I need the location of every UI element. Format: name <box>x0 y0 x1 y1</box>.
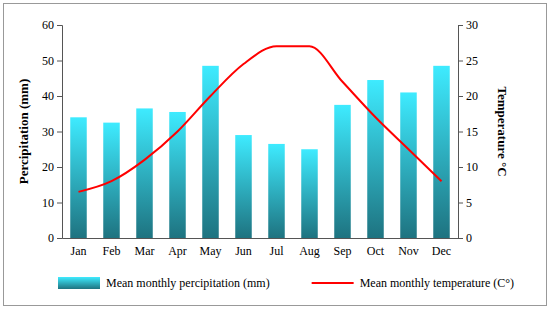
tick: 40 <box>42 89 62 103</box>
tick-label: Aug <box>299 244 320 258</box>
tick: Nov <box>398 238 419 258</box>
tick-label: Jul <box>269 244 284 258</box>
tick-label: 0 <box>48 231 54 245</box>
tick-label: Oct <box>367 244 385 258</box>
tick-label: 40 <box>42 89 54 103</box>
plot: 0 10 20 30 40 50 60 0 5 10 15 20 25 30 Jan Feb Mar Apr May… <box>42 18 478 257</box>
legend: Mean monthly percipitation (mm) Mean mont… <box>58 276 514 290</box>
tick: 20 <box>458 89 478 103</box>
tick-mark <box>57 96 62 97</box>
tick-label: Apr <box>168 244 187 258</box>
tick: 60 <box>42 18 62 32</box>
tick-label: Mar <box>135 244 155 258</box>
bar <box>70 117 87 238</box>
tick: 50 <box>42 54 62 68</box>
tick-label: Nov <box>398 244 419 258</box>
tick-mark <box>458 25 463 26</box>
tick-label: 15 <box>466 125 478 139</box>
tick: Jan <box>71 238 87 258</box>
tick-mark <box>57 167 62 168</box>
tick-label: Dec <box>432 244 451 258</box>
tick: Aug <box>299 238 320 258</box>
legend-swatch <box>312 282 354 284</box>
tick: 30 <box>458 18 478 32</box>
tick: 10 <box>42 196 62 210</box>
tick-mark <box>458 96 463 97</box>
tick: Jul <box>269 238 284 258</box>
legend-label: Mean monthly percipitation (mm) <box>106 276 270 290</box>
tick-label: 10 <box>466 160 478 174</box>
tick-mark <box>458 203 463 204</box>
tick-mark <box>57 25 62 26</box>
tick: 10 <box>458 160 478 174</box>
legend-label: Mean monthly temperature (C°) <box>360 276 514 290</box>
tick-label: 0 <box>466 231 472 245</box>
y2-axis-title: Temperature °C <box>495 86 510 176</box>
frame <box>4 4 547 306</box>
line <box>79 46 442 192</box>
legend-item: Mean monthly temperature (C°) <box>312 276 514 290</box>
marks <box>70 46 450 238</box>
tick-mark <box>458 238 463 239</box>
bar <box>367 80 384 238</box>
tick-label: May <box>200 244 222 258</box>
tick: Oct <box>367 238 385 258</box>
tick: 5 <box>458 196 472 210</box>
tick: May <box>200 238 222 258</box>
bar <box>235 135 252 238</box>
tick: 30 <box>42 125 62 139</box>
axis-line <box>459 26 464 239</box>
tick-mark <box>57 61 62 62</box>
tick-label: 60 <box>42 18 54 32</box>
tick-label: Jan <box>71 244 87 258</box>
tick: Apr <box>168 238 187 258</box>
bar <box>268 144 285 238</box>
tick: Feb <box>103 238 121 258</box>
tick: Jun <box>235 238 252 258</box>
tick-mark <box>458 132 463 133</box>
y-axis-title: Percipitation (mm) <box>16 79 31 185</box>
axis-line <box>63 238 459 239</box>
x-axis: Jan Feb Mar Apr May Jun Jul Aug Sep Oct Nov Dec <box>63 238 459 258</box>
tick-mark <box>458 167 463 168</box>
bar <box>433 66 450 238</box>
tick: 25 <box>458 54 478 68</box>
tick: 15 <box>458 125 478 139</box>
tick-label: 20 <box>466 89 478 103</box>
tick: Mar <box>135 238 155 258</box>
tick-label: 10 <box>42 196 54 210</box>
tick: Dec <box>432 238 451 258</box>
tick-mark <box>57 203 62 204</box>
tick-label: Feb <box>103 244 121 258</box>
tick-label: 5 <box>466 196 472 210</box>
axis-line <box>57 26 63 239</box>
tick-label: Jun <box>235 244 252 258</box>
tick-mark <box>57 132 62 133</box>
tick-label: 30 <box>42 125 54 139</box>
y2-axis: 0 5 10 15 20 25 30 <box>458 18 478 245</box>
bar <box>400 92 417 238</box>
tick-label: 50 <box>42 54 54 68</box>
tick: Sep <box>334 238 352 258</box>
y-axis: 0 10 20 30 40 50 60 <box>42 18 63 245</box>
tick-label: Sep <box>334 244 352 258</box>
tick-label: 30 <box>466 18 478 32</box>
bar <box>136 108 153 238</box>
tick: 20 <box>42 160 62 174</box>
tick-label: 20 <box>42 160 54 174</box>
legend-item: Mean monthly percipitation (mm) <box>58 276 270 290</box>
chart: 0 10 20 30 40 50 60 0 5 10 15 20 25 30 Jan Feb Mar Apr May… <box>0 0 550 309</box>
tick-mark <box>57 238 62 239</box>
legend-swatch <box>58 277 100 289</box>
bar <box>202 66 219 238</box>
bar <box>301 149 318 238</box>
tick: 0 <box>458 231 472 245</box>
tick-mark <box>458 61 463 62</box>
bar <box>334 105 351 238</box>
tick: 0 <box>48 231 62 245</box>
tick-label: 25 <box>466 54 478 68</box>
